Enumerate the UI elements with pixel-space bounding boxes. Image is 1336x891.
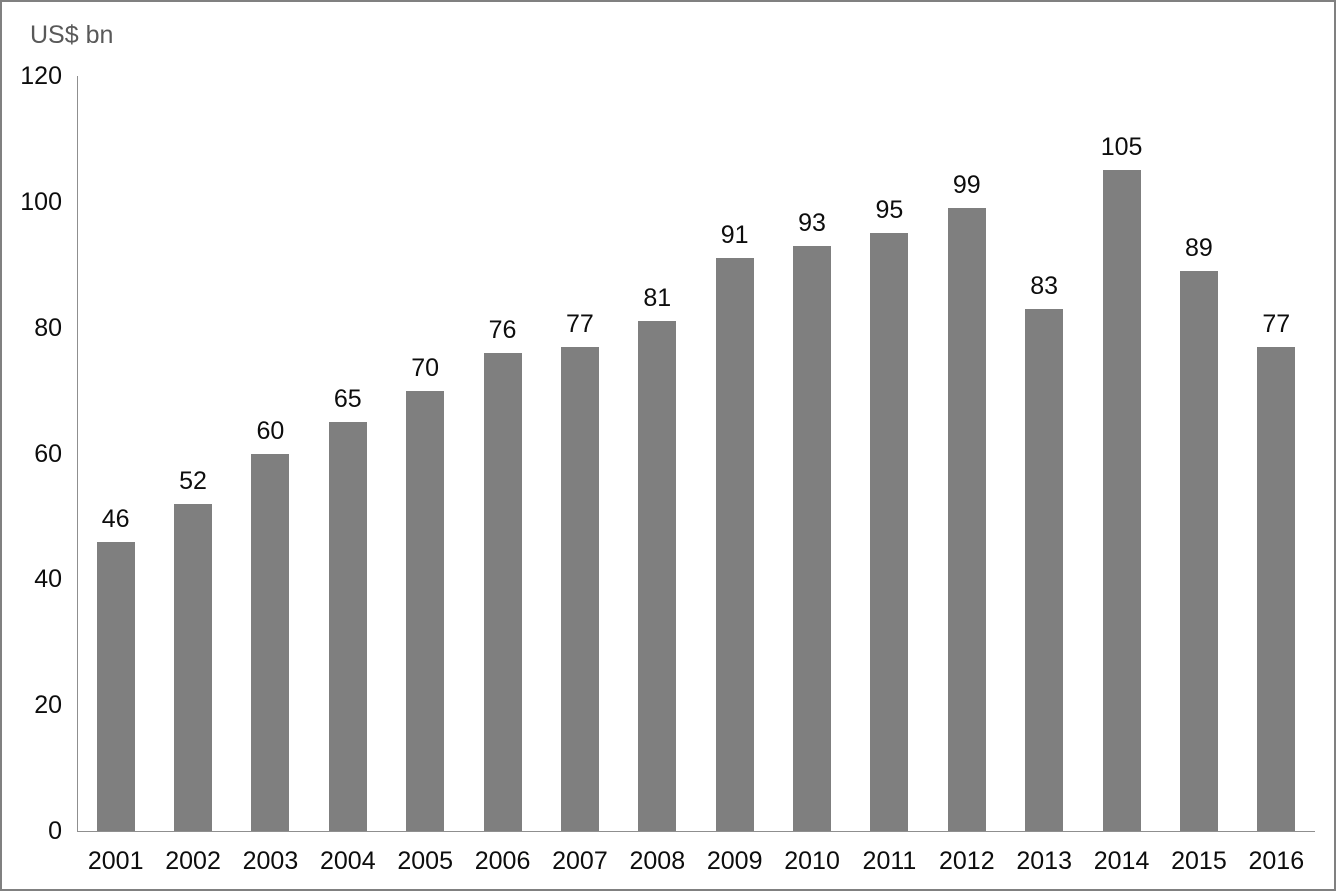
bar-2005: [406, 390, 445, 831]
x-tick-2016: 2016: [1248, 847, 1305, 875]
y-axis-title: US$ bn: [30, 21, 114, 49]
data-label-2008: 81: [643, 284, 672, 313]
data-label-2003: 60: [256, 416, 285, 445]
x-tick-2006: 2006: [474, 847, 531, 875]
data-label-2009: 91: [720, 221, 749, 250]
data-label-2016: 77: [1262, 309, 1291, 338]
data-label-2005: 70: [411, 353, 440, 382]
bar-2011: [870, 233, 909, 831]
data-label-2007: 77: [566, 309, 594, 338]
data-label-2010: 93: [798, 208, 826, 237]
bar-2013: [1025, 308, 1064, 831]
x-tick-2013: 2013: [1016, 847, 1072, 875]
bar-2008: [638, 321, 677, 831]
bar-2009: [715, 258, 754, 831]
x-tick-2005: 2005: [397, 847, 453, 875]
data-label-2012: 99: [952, 171, 981, 200]
x-tick-2010: 2010: [784, 847, 840, 875]
data-label-2011: 95: [875, 196, 904, 225]
bar-2004: [328, 422, 367, 831]
data-label-2013: 83: [1030, 271, 1059, 300]
bar-2015: [1179, 271, 1218, 831]
data-label-2004: 65: [333, 385, 362, 414]
x-tick-2001: 2001: [87, 847, 144, 875]
bar-2003: [251, 453, 290, 831]
y-tick-0: 0: [48, 817, 62, 845]
y-tick-20: 20: [34, 691, 62, 720]
bar-2007: [560, 346, 599, 831]
x-tick-2002: 2002: [165, 847, 221, 875]
bar-2006: [483, 352, 522, 831]
x-tick-2012: 2012: [939, 847, 995, 875]
bar-2001: [96, 541, 135, 831]
data-label-2002: 52: [179, 466, 207, 495]
x-tick-2015: 2015: [1171, 847, 1227, 875]
x-tick-2003: 2003: [242, 847, 299, 875]
bar-2010: [793, 245, 832, 831]
data-label-2014: 105: [1100, 133, 1143, 162]
data-label-2015: 89: [1185, 234, 1213, 263]
y-tick-80: 80: [34, 313, 62, 342]
x-axis-line: [77, 831, 1315, 832]
data-label-2001: 46: [101, 504, 130, 533]
y-axis-line: [77, 76, 78, 832]
bar-2016: [1257, 346, 1296, 831]
data-label-2006: 76: [488, 315, 517, 344]
x-tick-2014: 2014: [1093, 847, 1150, 875]
y-tick-100: 100: [20, 187, 62, 216]
x-tick-2011: 2011: [862, 847, 917, 875]
bar-2002: [174, 503, 213, 831]
bar-2012: [947, 208, 986, 831]
x-tick-2004: 2004: [320, 847, 376, 875]
x-tick-2008: 2008: [629, 847, 686, 875]
x-tick-2009: 2009: [706, 847, 763, 875]
y-tick-40: 40: [34, 565, 62, 594]
y-tick-60: 60: [34, 439, 62, 468]
y-tick-120: 120: [20, 62, 62, 90]
bar-2014: [1102, 170, 1141, 831]
x-tick-2007: 2007: [552, 847, 608, 875]
